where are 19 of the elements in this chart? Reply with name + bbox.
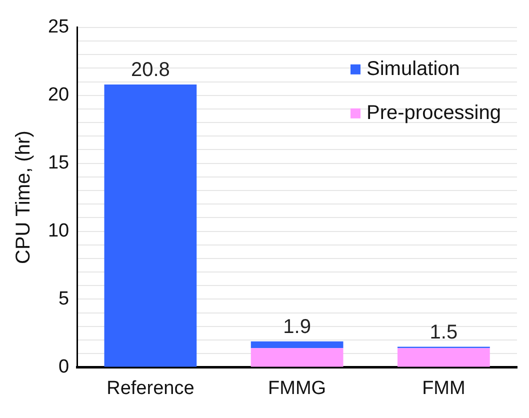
y-axis-title: CPU Time, (hr) xyxy=(12,130,35,264)
x-tick-label: Reference xyxy=(106,378,194,399)
total-label: 20.8 xyxy=(130,59,170,81)
y-tick-label: 5 xyxy=(58,288,70,310)
bar xyxy=(250,348,344,367)
legend-label: Simulation xyxy=(366,58,460,80)
bar xyxy=(250,341,344,348)
y-tick-label: 0 xyxy=(58,356,70,378)
bar xyxy=(104,84,197,367)
y-tick-label: 20 xyxy=(48,84,70,106)
legend-label: Pre-processing xyxy=(366,102,502,124)
bar xyxy=(398,348,490,367)
y-tick-label: 10 xyxy=(48,220,70,242)
y-tick-label: 25 xyxy=(48,16,70,38)
y-tick-label: 15 xyxy=(48,152,70,174)
total-label: 1.5 xyxy=(430,321,458,344)
x-tick-label: FMMG xyxy=(268,378,326,399)
x-tick-label: FMM xyxy=(422,378,466,399)
total-label: 1.9 xyxy=(283,316,311,338)
